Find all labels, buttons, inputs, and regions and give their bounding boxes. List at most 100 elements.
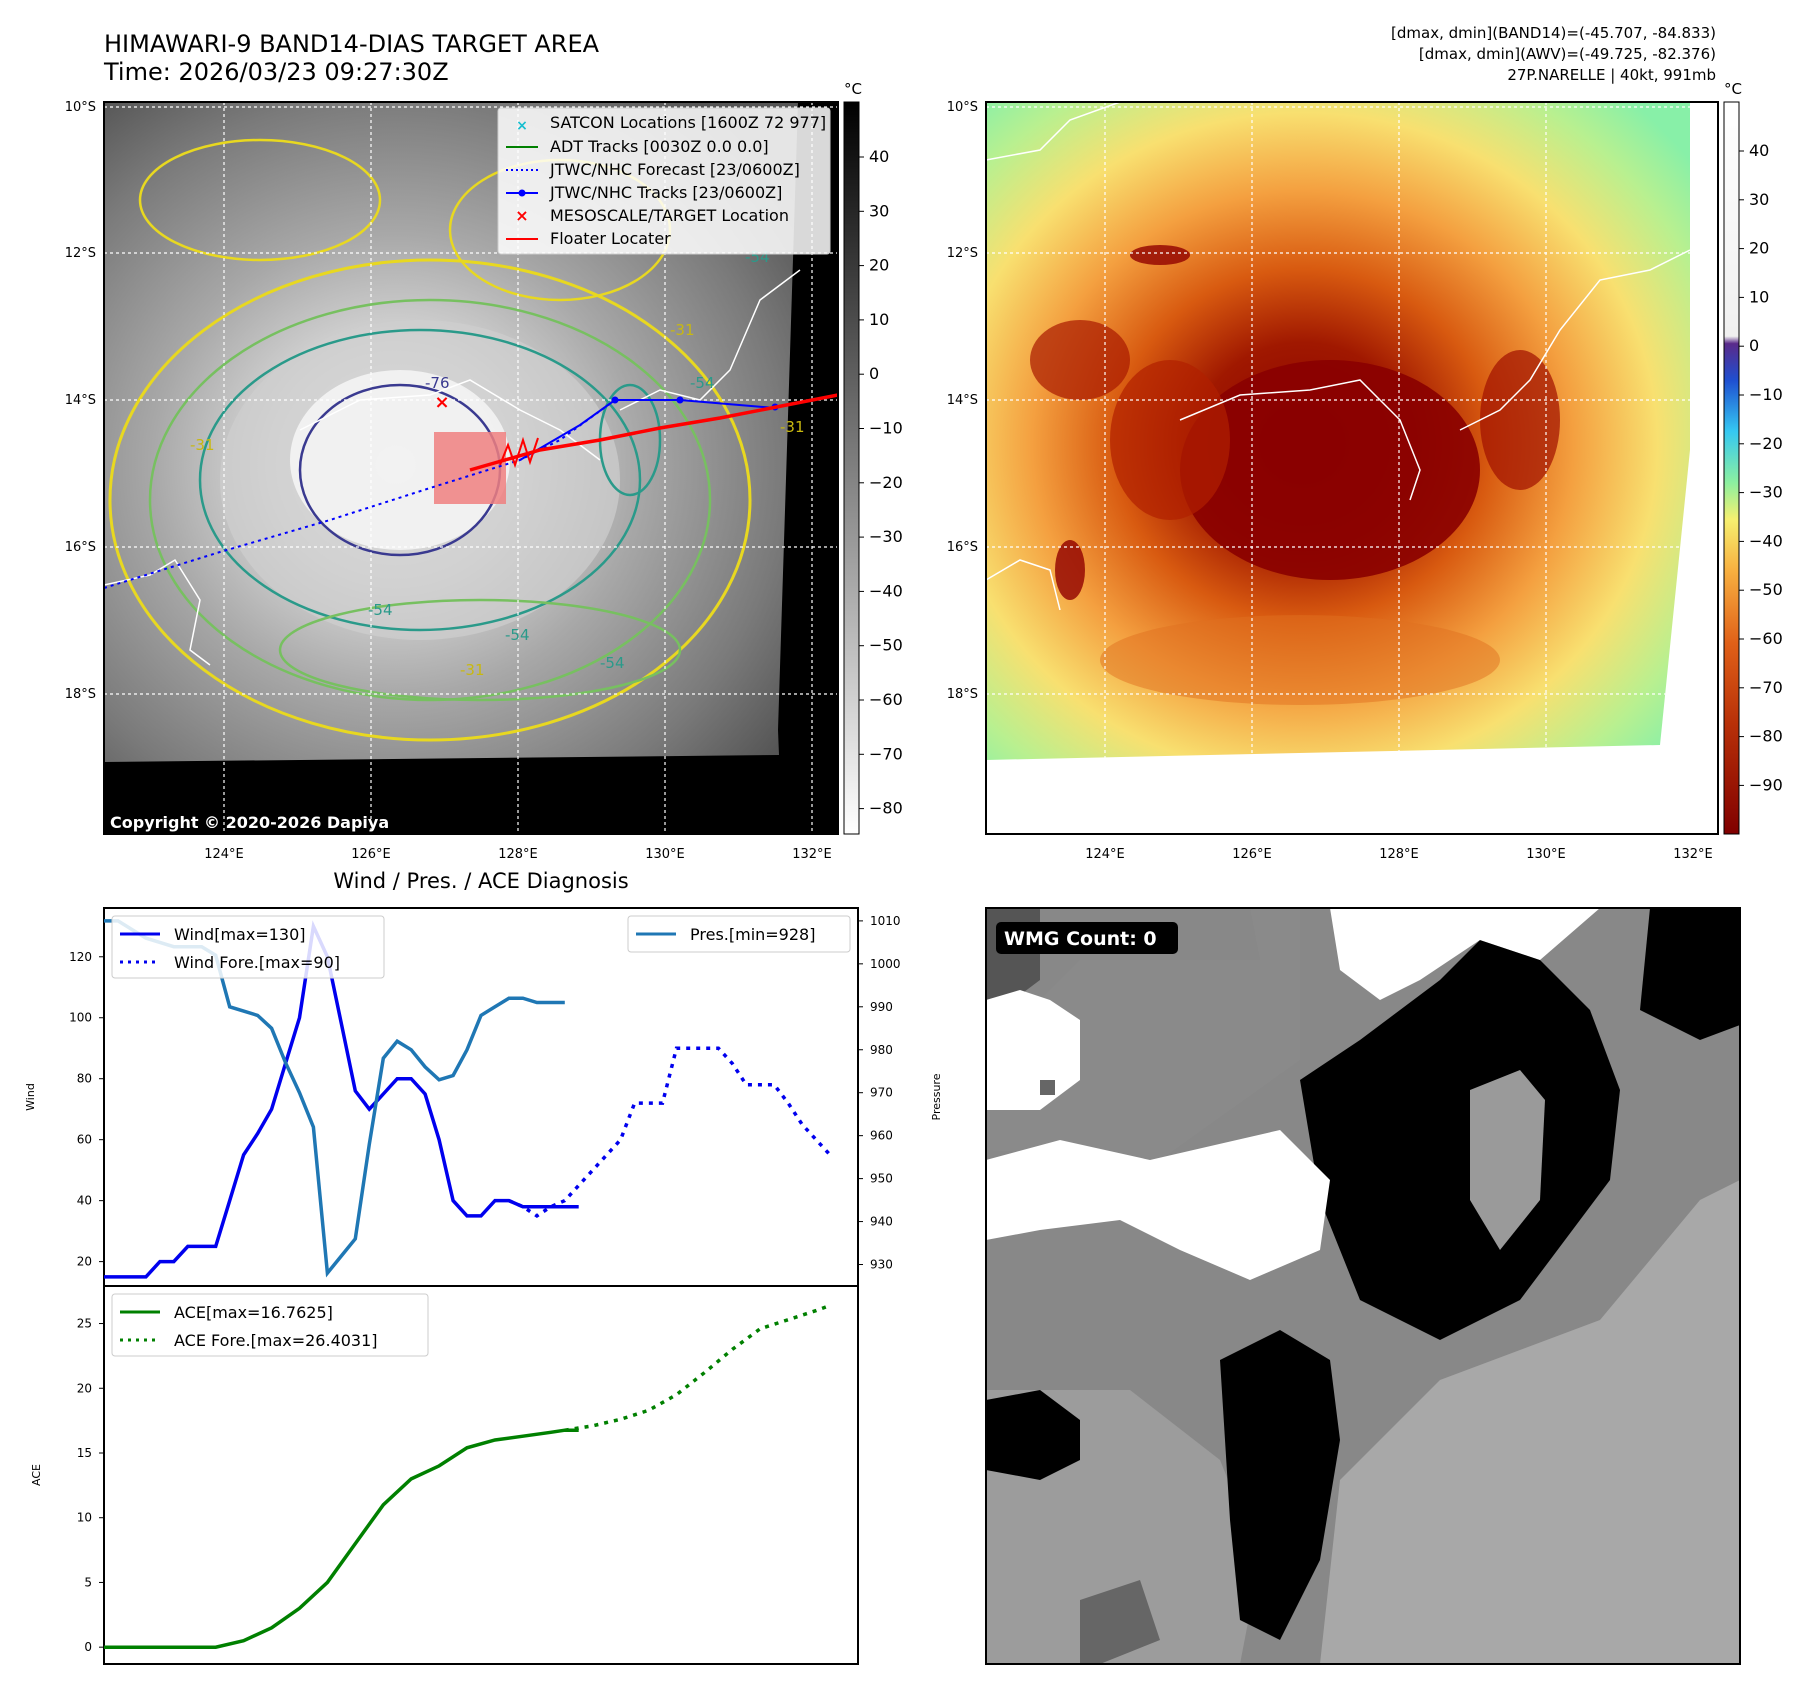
pressure-ytick-label: 940 (870, 1215, 893, 1229)
lon-label: 128°E (498, 847, 538, 862)
lon-label: 130°E (645, 847, 685, 862)
legend-satcon: SATCON Locations [1600Z 72 977] (550, 113, 826, 132)
legend-pres: Pres.[min=928] (690, 925, 815, 944)
figure-title: HIMAWARI-9 BAND14-DIAS TARGET AREA (104, 30, 600, 58)
gray-colorbar-tick-label: 40 (869, 147, 889, 166)
pressure-ytick-label: 990 (870, 1000, 893, 1014)
wind-ytick-label: 60 (77, 1133, 92, 1147)
pressure-ytick-label: 1000 (870, 957, 901, 971)
gray-colorbar-tick-label: −10 (869, 419, 903, 438)
contour-label: -54 (505, 626, 530, 644)
lat-label: 16°S (947, 540, 978, 555)
lon-label: 126°E (1232, 847, 1272, 862)
lon-label: 132°E (792, 847, 832, 862)
contour-label: -31 (670, 321, 695, 339)
color-colorbar-tick-label: −30 (1749, 483, 1783, 502)
ace-chart-frame (103, 1285, 859, 1665)
gray-colorbar: °C 40 30 20 10 0 −10 −20 −30 −40 −50 −60 −70 −80 (843, 80, 903, 835)
pressure-ytick-label: 1010 (870, 914, 901, 928)
color-colorbar-unit: °C (1724, 80, 1742, 98)
color-colorbar-tick-label: −40 (1749, 531, 1783, 550)
wind-ytick-label: 20 (77, 1255, 92, 1269)
legend-wind-fore: Wind Fore.[max=90] (174, 953, 340, 972)
left-map-lon-labels: 124°E 126°E 128°E 130°E 132°E (204, 847, 832, 862)
legend-wind: Wind[max=130] (174, 925, 306, 944)
wind-ytick-label: 120 (69, 950, 92, 964)
contour-label: -54 (368, 601, 393, 619)
legend-jtwc-forecast: JTWC/NHC Forecast [23/0600Z] (549, 160, 800, 179)
color-colorbar-tick-label: 40 (1749, 141, 1769, 160)
lon-label: 128°E (1379, 847, 1419, 862)
ace-ytick-label: 10 (77, 1511, 92, 1525)
lat-label: 18°S (947, 687, 978, 702)
copyright: Copyright © 2020-2026 Dapiya (110, 813, 389, 832)
lat-label: 12°S (65, 246, 96, 261)
right-map-lon-labels: 124°E 126°E 128°E 130°E 132°E (1085, 847, 1713, 862)
legend-ace: ACE[max=16.7625] (174, 1303, 333, 1322)
ace-ytick-label: 25 (77, 1317, 92, 1331)
wmg-badge (996, 922, 1178, 954)
gray-colorbar-tick-label: 10 (869, 310, 889, 329)
gray-colorbar-tick-label: −70 (869, 744, 903, 763)
color-colorbar-tick-label: −70 (1749, 678, 1783, 697)
gray-colorbar-tick-label: −80 (869, 799, 903, 818)
wind-series-wind (104, 920, 579, 1279)
gray-colorbar-tick-label: 0 (869, 364, 879, 383)
left-map-frame (103, 101, 839, 835)
diagnosis-title: Wind / Pres. / ACE Diagnosis (333, 869, 628, 893)
info-awv: [dmax, dmin](AWV)=(-49.725, -82.376) (1419, 45, 1716, 63)
color-colorbar-tick-label: 20 (1749, 239, 1769, 258)
ace-series-ace (104, 1428, 579, 1649)
ace-ytick-label: 15 (77, 1446, 92, 1460)
lat-label: 14°S (947, 393, 978, 408)
ace-legend: ACE[max=16.7625] ACE Fore.[max=26.4031] (111, 1293, 429, 1357)
pressure-axis-label: Pressure (930, 1073, 943, 1120)
ir-color-map (986, 102, 1718, 834)
legend-mesoscale: MESOSCALE/TARGET Location (550, 206, 789, 225)
target-box (434, 432, 506, 504)
lat-label: 12°S (947, 246, 978, 261)
ace-ytick-label: 5 (84, 1575, 92, 1589)
gray-colorbar-tick-label: −30 (869, 527, 903, 546)
color-colorbar-tick-label: −50 (1749, 580, 1783, 599)
pressure-ytick-label: 970 (870, 1086, 893, 1100)
contour-label: -76 (425, 374, 450, 392)
ace-ytick-label: 0 (84, 1640, 92, 1654)
color-colorbar-tick-label: 30 (1749, 190, 1769, 209)
left-map-lat-labels: 10°S 12°S 14°S 16°S 18°S (65, 100, 96, 702)
pressure-ytick-label: 980 (870, 1043, 893, 1057)
lon-label: 130°E (1526, 847, 1566, 862)
contour-label: -31 (460, 661, 485, 679)
lon-label: 124°E (204, 847, 244, 862)
figure-time: Time: 2026/03/23 09:27:30Z (103, 58, 449, 86)
legend-adt: ADT Tracks [0030Z 0.0 0.0] (550, 137, 769, 156)
ace-ytick-label: 20 (77, 1381, 92, 1395)
contour-label: -54 (600, 654, 625, 672)
gray-colorbar-tick-label: −50 (869, 636, 903, 655)
lat-label: 10°S (65, 100, 96, 115)
ace-axis-label: ACE (30, 1464, 43, 1486)
gray-colorbar-tick-label: −20 (869, 473, 903, 492)
color-colorbar: °C 40 30 20 10 0 −10 −20 −30 −40 −50 −60 −70 −80 −90 (1723, 80, 1783, 835)
contour-label: -31 (780, 418, 805, 436)
lat-label: 16°S (65, 540, 96, 555)
ace-series-ace-fore (564, 1303, 831, 1432)
wmg-panel (986, 908, 1740, 1664)
wind-axis-label: Wind (24, 1083, 37, 1111)
legend-floater: Floater Locater (550, 229, 671, 248)
wind-ytick-label: 100 (69, 1011, 92, 1025)
color-colorbar-tick-label: −80 (1749, 727, 1783, 746)
floater-locater-line (469, 393, 838, 472)
lat-label: 14°S (65, 393, 96, 408)
lon-label: 132°E (1673, 847, 1713, 862)
color-colorbar-tick-label: −10 (1749, 385, 1783, 404)
color-colorbar-tick-label: 0 (1749, 336, 1759, 355)
gray-colorbar-tick-label: −40 (869, 581, 903, 600)
wmg-frame (985, 907, 1741, 1665)
right-map-frame (985, 101, 1719, 835)
pressure-ytick-label: 930 (870, 1258, 893, 1272)
lat-label: 18°S (65, 687, 96, 702)
legend-ace-fore: ACE Fore.[max=26.4031] (174, 1331, 378, 1350)
wind-ytick-label: 40 (77, 1194, 92, 1208)
